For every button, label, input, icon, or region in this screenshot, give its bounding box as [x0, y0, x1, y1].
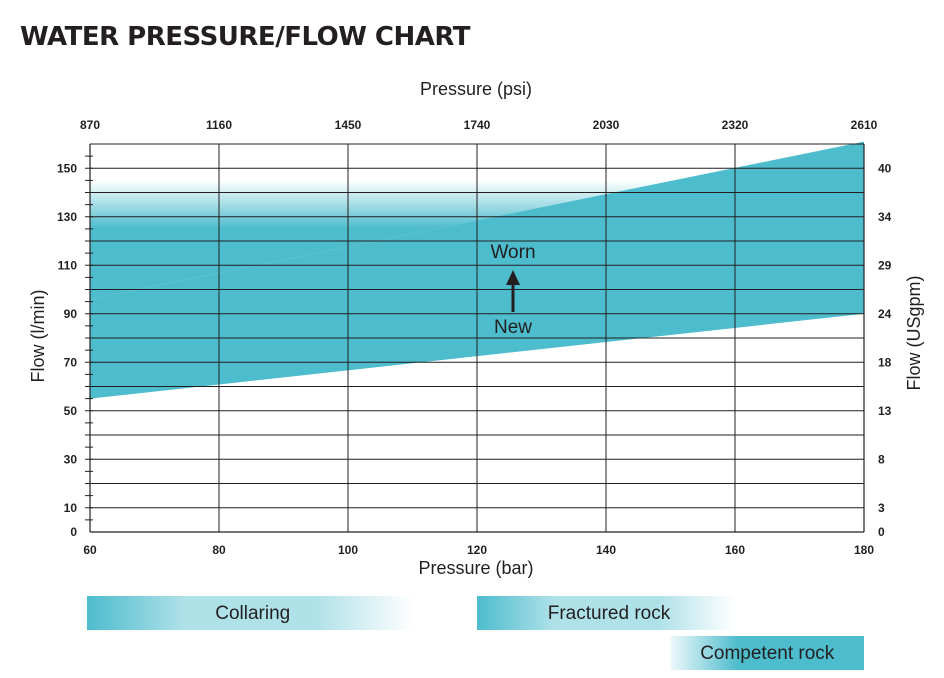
- worn-annotation: Worn: [490, 242, 535, 263]
- x2-tick-label: 1160: [206, 118, 232, 132]
- rock-band-bar: [87, 596, 413, 630]
- x-axis-title: Pressure (bar): [418, 558, 533, 578]
- rock-band-label: Fractured rock: [548, 603, 671, 624]
- new-annotation: New: [494, 317, 532, 338]
- x-tick-label: 80: [212, 543, 226, 557]
- grid-layer: [85, 143, 865, 533]
- x2-tick-label: 1450: [335, 118, 362, 132]
- rock-band-label: Collaring: [215, 603, 290, 624]
- y-tick-label: 90: [64, 307, 78, 321]
- x-tick-label: 60: [83, 543, 97, 557]
- y-tick-label: 50: [64, 404, 78, 418]
- chart-title: WATER PRESSURE/FLOW CHART: [20, 22, 470, 52]
- y2-tick-label: 29: [878, 258, 892, 272]
- y-tick-label: 30: [64, 452, 78, 466]
- y-tick-label: 10: [64, 501, 78, 515]
- y2-tick-label: 13: [878, 404, 892, 418]
- x2-tick-label: 2610: [851, 118, 878, 132]
- rock-band: Fractured rock: [477, 596, 735, 630]
- rock-band-bar: [477, 596, 735, 630]
- y-tick-label: 110: [58, 258, 78, 272]
- x-tick-label: 100: [338, 543, 358, 557]
- y2-tick-label: 40: [878, 161, 892, 175]
- y2-tick-label: 0: [878, 525, 885, 539]
- rock-band-bar: [670, 636, 864, 670]
- rock-band: Collaring: [87, 596, 413, 630]
- worn-direction-arrow-icon: [506, 270, 520, 285]
- y-tick-label: 150: [57, 161, 77, 175]
- y2-tick-label: 24: [878, 307, 892, 321]
- rock-condition-bands: Collaring Fractured rock Competent rock: [87, 596, 864, 670]
- x2-tick-label: 2320: [722, 118, 749, 132]
- x2-tick-label: 2030: [593, 118, 620, 132]
- y-axis-title: Flow (l/min): [28, 290, 48, 383]
- y-tick-label: 130: [57, 210, 77, 224]
- x2-tick-label: 1740: [464, 118, 491, 132]
- x2-axis-title: Pressure (psi): [420, 79, 532, 99]
- rock-band: Competent rock: [670, 636, 864, 670]
- x-tick-label: 160: [725, 543, 745, 557]
- x-tick-label: 120: [467, 543, 487, 557]
- y2-axis-title: Flow (USgpm): [904, 275, 924, 390]
- x-tick-label: 140: [596, 543, 616, 557]
- y2-tick-label: 34: [878, 210, 892, 224]
- y-tick-label: 0: [70, 525, 77, 539]
- x2-tick-label: 870: [80, 118, 100, 132]
- rock-band-label: Competent rock: [700, 643, 835, 664]
- annotation-layer: Worn New: [490, 242, 535, 338]
- y-tick-label: 70: [64, 355, 78, 369]
- x-tick-label: 180: [854, 543, 874, 557]
- y2-tick-label: 18: [878, 355, 892, 369]
- y2-tick-label: 3: [878, 501, 885, 515]
- y2-tick-label: 8: [878, 452, 885, 466]
